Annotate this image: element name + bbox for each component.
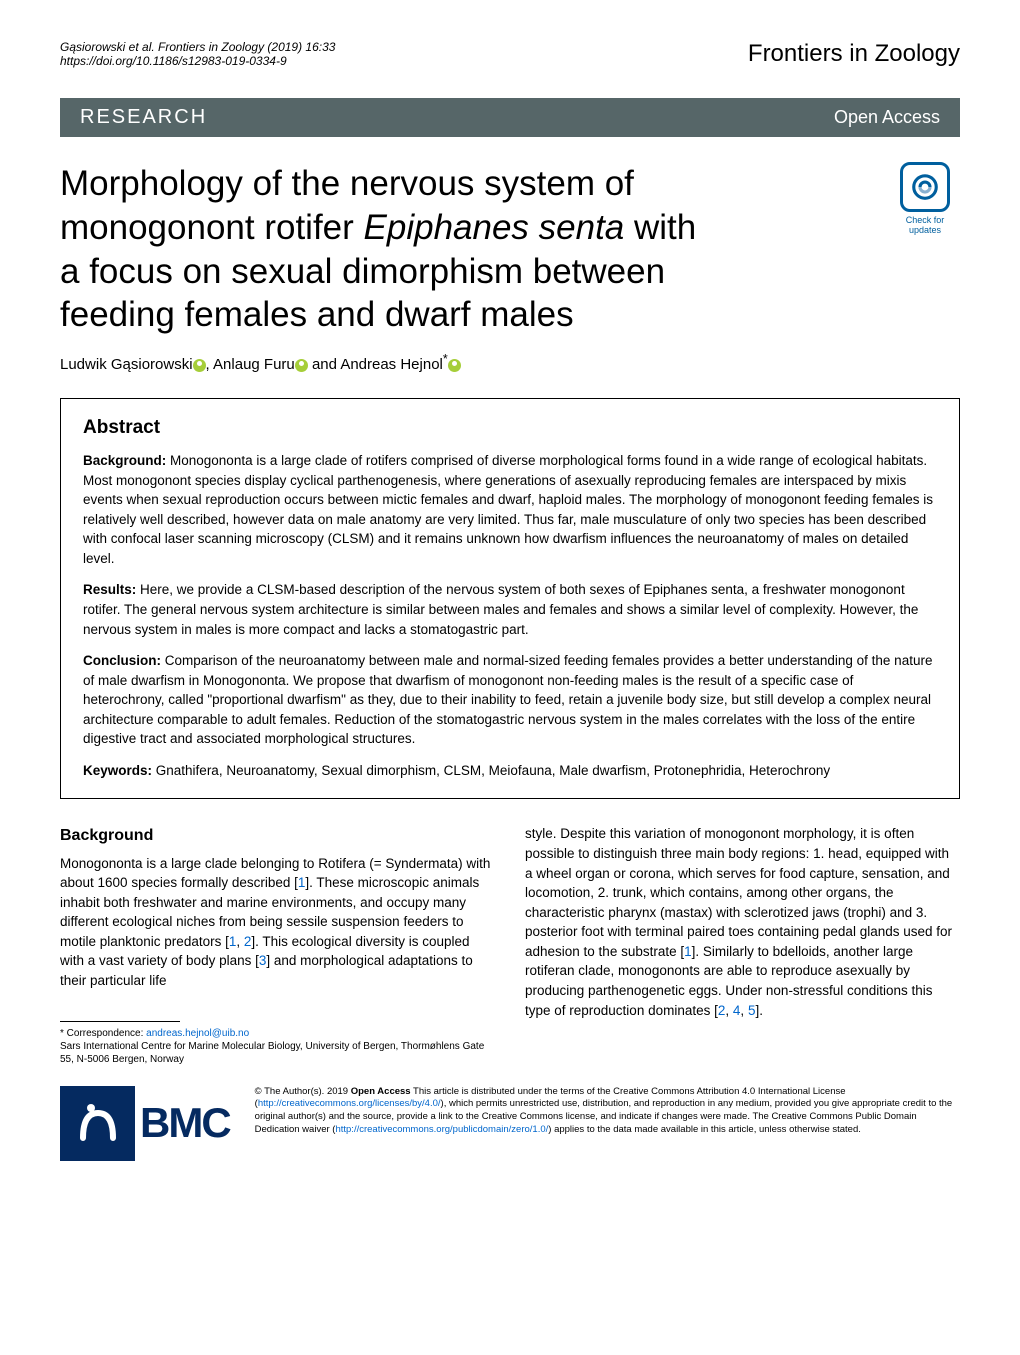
- column-right: style. Despite this variation of monogon…: [525, 824, 960, 1065]
- abstract-heading: Abstract: [83, 417, 937, 439]
- title-species: Epiphanes senta: [364, 208, 625, 247]
- abstract-background: Background: Monogononta is a large clade…: [83, 451, 937, 568]
- open-access-bold: Open Access: [351, 1086, 411, 1097]
- article-type-banner: RESEARCH Open Access: [60, 98, 960, 137]
- ref-link[interactable]: 1: [229, 934, 237, 949]
- license-link-1[interactable]: http://creativecommons.org/licenses/by/4…: [258, 1098, 441, 1109]
- body-columns: Background Monogononta is a large clade …: [60, 824, 960, 1065]
- column-left: Background Monogononta is a large clade …: [60, 824, 495, 1065]
- citation-info: Gąsiorowski et al. Frontiers in Zoology …: [60, 40, 335, 68]
- abstract-results-text: Here, we provide a CLSM-based descriptio…: [83, 582, 918, 636]
- affiliation-text: Sars International Centre for Marine Mol…: [60, 1041, 484, 1065]
- footnote-divider: [60, 1021, 180, 1022]
- abstract-results-label: Results:: [83, 582, 136, 597]
- check-updates-label: Check for updates: [890, 215, 960, 235]
- keywords-label: Keywords:: [83, 763, 152, 778]
- abstract-conclusion-text: Comparison of the neuroanatomy between m…: [83, 653, 932, 746]
- citation-line1: Gąsiorowski et al. Frontiers in Zoology …: [60, 40, 335, 54]
- title-row: Morphology of the nervous system of mono…: [60, 162, 960, 337]
- abstract-conclusion-label: Conclusion:: [83, 653, 161, 668]
- title-line2-post: with: [624, 208, 696, 247]
- ref-link[interactable]: 3: [259, 953, 267, 968]
- article-type-label: RESEARCH: [80, 106, 207, 129]
- check-updates-icon: [900, 162, 950, 212]
- check-updates-button[interactable]: Check for updates: [890, 162, 960, 235]
- license-text: © The Author(s). 2019 Open Access This a…: [255, 1086, 960, 1137]
- citation-doi: https://doi.org/10.1186/s12983-019-0334-…: [60, 54, 335, 68]
- license-link-2[interactable]: http://creativecommons.org/publicdomain/…: [335, 1124, 548, 1135]
- ref-link[interactable]: 1: [298, 875, 306, 890]
- ref-link[interactable]: 2: [244, 934, 252, 949]
- orcid-icon[interactable]: [448, 359, 461, 372]
- footnote-correspondence: * Correspondence: andreas.hejnol@uib.no …: [60, 1027, 495, 1066]
- page-header: Gąsiorowski et al. Frontiers in Zoology …: [60, 40, 960, 68]
- bmc-logo-icon: [60, 1086, 135, 1161]
- abstract-background-label: Background:: [83, 453, 166, 468]
- correspondence-email[interactable]: andreas.hejnol@uib.no: [146, 1028, 249, 1039]
- abstract-keywords: Keywords: Gnathifera, Neuroanatomy, Sexu…: [83, 761, 937, 781]
- journal-name: Frontiers in Zoology: [748, 40, 960, 68]
- keywords-text: Gnathifera, Neuroanatomy, Sexual dimorph…: [152, 763, 830, 778]
- ref-link[interactable]: 4: [733, 1003, 741, 1018]
- author-1: Ludwik Gąsiorowski: [60, 356, 193, 373]
- background-heading: Background: [60, 824, 495, 847]
- title-line3: a focus on sexual dimorphism between: [60, 252, 665, 291]
- open-access-label: Open Access: [834, 107, 940, 128]
- ref-link[interactable]: 1: [684, 944, 692, 959]
- orcid-icon[interactable]: [295, 359, 308, 372]
- authors-line: Ludwik Gąsiorowski , Anlaug Furu and Andr…: [60, 352, 960, 373]
- orcid-icon[interactable]: [193, 359, 206, 372]
- page-footer: BMC © The Author(s). 2019 Open Access Th…: [60, 1086, 960, 1161]
- abstract-background-text: Monogononta is a large clade of rotifers…: [83, 453, 933, 566]
- column-right-text: style. Despite this variation of monogon…: [525, 824, 960, 1020]
- ref-link[interactable]: 5: [748, 1003, 756, 1018]
- abstract-results: Results: Here, we provide a CLSM-based d…: [83, 580, 937, 639]
- ref-link[interactable]: 2: [718, 1003, 726, 1018]
- correspondence-label: * Correspondence:: [60, 1028, 146, 1039]
- bmc-logo-text: BMC: [140, 1099, 230, 1147]
- abstract-conclusion: Conclusion: Comparison of the neuroanato…: [83, 651, 937, 749]
- title-line1: Morphology of the nervous system of: [60, 164, 634, 203]
- article-title: Morphology of the nervous system of mono…: [60, 162, 890, 337]
- author-3: and Andreas Hejnol: [308, 356, 443, 373]
- column-left-text: Monogononta is a large clade belonging t…: [60, 854, 495, 991]
- abstract-box: Abstract Background: Monogononta is a la…: [60, 398, 960, 799]
- author-2: , Anlaug Furu: [206, 356, 295, 373]
- title-line2-pre: monogonont rotifer: [60, 208, 364, 247]
- title-line4: feeding females and dwarf males: [60, 295, 574, 334]
- bmc-logo: BMC: [60, 1086, 230, 1161]
